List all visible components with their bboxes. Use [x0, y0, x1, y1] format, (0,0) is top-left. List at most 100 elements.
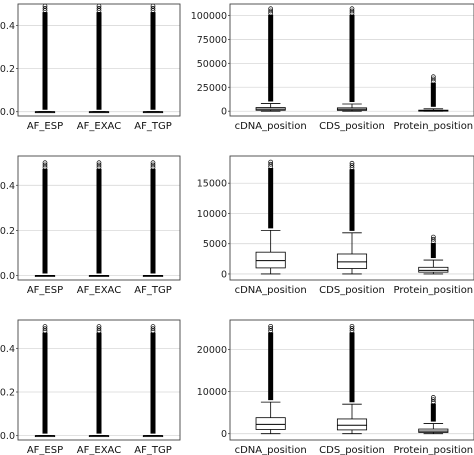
box-af-tgp	[142, 160, 164, 277]
box-cds-position	[336, 323, 368, 435]
y-tick-label: 20000	[197, 345, 227, 356]
outlier-point	[430, 239, 436, 244]
y-tick-label: 0.2	[0, 64, 15, 75]
box-af-esp	[34, 324, 56, 438]
outlier-point	[150, 326, 156, 332]
box-cdna-position	[255, 6, 286, 112]
outlier-point	[150, 162, 156, 168]
outlier-point	[268, 161, 274, 167]
outlier-point	[430, 74, 436, 80]
iqr-box	[336, 418, 368, 431]
outlier-point	[430, 78, 436, 84]
box-cds-position	[336, 160, 368, 275]
x-tick-label: AF_ESP	[27, 121, 63, 132]
outlier-point	[268, 326, 274, 331]
outlier-point	[96, 6, 102, 11]
y-tick-label: 10000	[197, 209, 227, 220]
box-protein-position	[418, 74, 449, 112]
x-tick-label: CDS_position	[319, 121, 385, 132]
outlier-point	[349, 160, 355, 166]
x-tick-label: Protein_position	[393, 285, 473, 296]
outlier-point	[430, 395, 436, 400]
chart-panel-2: 0 25000 50000 75000 100000 cDNA_position CDS_p…	[191, 3, 474, 132]
outlier-point	[268, 164, 274, 169]
box-af-esp	[34, 3, 56, 114]
outlier-point	[96, 8, 102, 13]
y-tick-label: 0.4	[0, 21, 15, 32]
outlier-point	[268, 328, 274, 334]
outlier-point	[349, 10, 355, 16]
outlier-point	[430, 397, 436, 403]
outlier-point	[268, 159, 274, 165]
plot-frame	[17, 319, 181, 441]
box-cdna-position	[255, 159, 286, 275]
x-tick-label: CDS_position	[319, 285, 385, 296]
iqr-box	[255, 417, 286, 430]
x-tick-label: cDNA_position	[235, 121, 307, 132]
x-tick-label: AF_ESP	[27, 445, 63, 455]
box-af-exac	[88, 160, 110, 277]
outlier-point	[150, 6, 156, 11]
outlier-point	[42, 6, 48, 11]
outlier-point	[150, 328, 156, 334]
box-cds-position	[336, 6, 368, 112]
x-tick-label: cDNA_position	[235, 445, 307, 455]
plot-frame	[229, 3, 474, 117]
outlier-point	[42, 164, 48, 170]
outlier-point	[150, 324, 156, 329]
y-tick-label: 5000	[203, 239, 227, 250]
chart-panel-3: 0.0 0.2 0.4 AF_ESP AF_EXAC AF_TGP	[0, 155, 181, 296]
box-cdna-position	[255, 323, 286, 435]
y-tick-label: 75000	[197, 35, 227, 46]
y-tick-label: 0	[221, 429, 227, 440]
y-tick-label: 0.2	[0, 388, 15, 399]
box-protein-position	[418, 234, 449, 275]
x-tick-label: AF_TGP	[134, 445, 171, 455]
y-tick-label: 25000	[197, 83, 227, 94]
outlier-point	[349, 6, 355, 12]
y-tick-label: 10000	[197, 387, 227, 398]
outlier-point	[268, 6, 274, 12]
chart-panel-5: 0.0 0.2 0.4 AF_ESP AF_EXAC AF_TGP	[0, 319, 181, 455]
outlier-point	[349, 163, 355, 168]
outlier-point	[150, 8, 156, 13]
outlier-point	[42, 160, 48, 166]
outlier-point	[349, 8, 355, 14]
x-tick-label: AF_EXAC	[77, 121, 121, 132]
y-tick-label: 50000	[197, 59, 227, 70]
plot-frame	[229, 155, 474, 281]
box-af-tgp	[142, 3, 164, 114]
y-tick-label: 0.2	[0, 226, 15, 237]
x-tick-label: AF_TGP	[134, 121, 171, 132]
y-tick-label: 100000	[191, 11, 227, 22]
box-af-exac	[88, 3, 110, 114]
outlier-point	[96, 162, 102, 168]
outlier-point	[96, 328, 102, 334]
y-tick-label: 0.0	[0, 431, 15, 442]
x-tick-label: Protein_position	[393, 445, 473, 455]
outlier-point	[268, 323, 274, 329]
outlier-point	[268, 8, 274, 14]
x-tick-label: AF_TGP	[134, 285, 171, 296]
outlier-point	[42, 326, 48, 332]
y-tick-label: 0.0	[0, 271, 15, 282]
y-tick-label: 0.4	[0, 181, 15, 192]
y-tick-label: 15000	[197, 179, 227, 190]
x-tick-label: AF_ESP	[27, 285, 63, 296]
outlier-point	[42, 162, 48, 168]
iqr-box	[255, 251, 286, 269]
outlier-point	[349, 165, 355, 171]
outlier-point	[150, 164, 156, 170]
plot-frame	[229, 319, 474, 441]
outlier-point	[430, 76, 436, 82]
outlier-point	[96, 160, 102, 166]
y-tick-label: 0	[221, 269, 227, 280]
chart-panel-4: 0 5000 10000 15000 cDNA_position CDS_position…	[197, 155, 474, 296]
outlier-point	[42, 324, 48, 329]
x-tick-label: cDNA_position	[235, 285, 307, 296]
outlier-point	[42, 328, 48, 334]
outlier-point	[430, 236, 436, 242]
x-tick-label: AF_EXAC	[77, 285, 121, 296]
plot-frame	[17, 155, 181, 281]
plot-frame	[17, 3, 181, 117]
